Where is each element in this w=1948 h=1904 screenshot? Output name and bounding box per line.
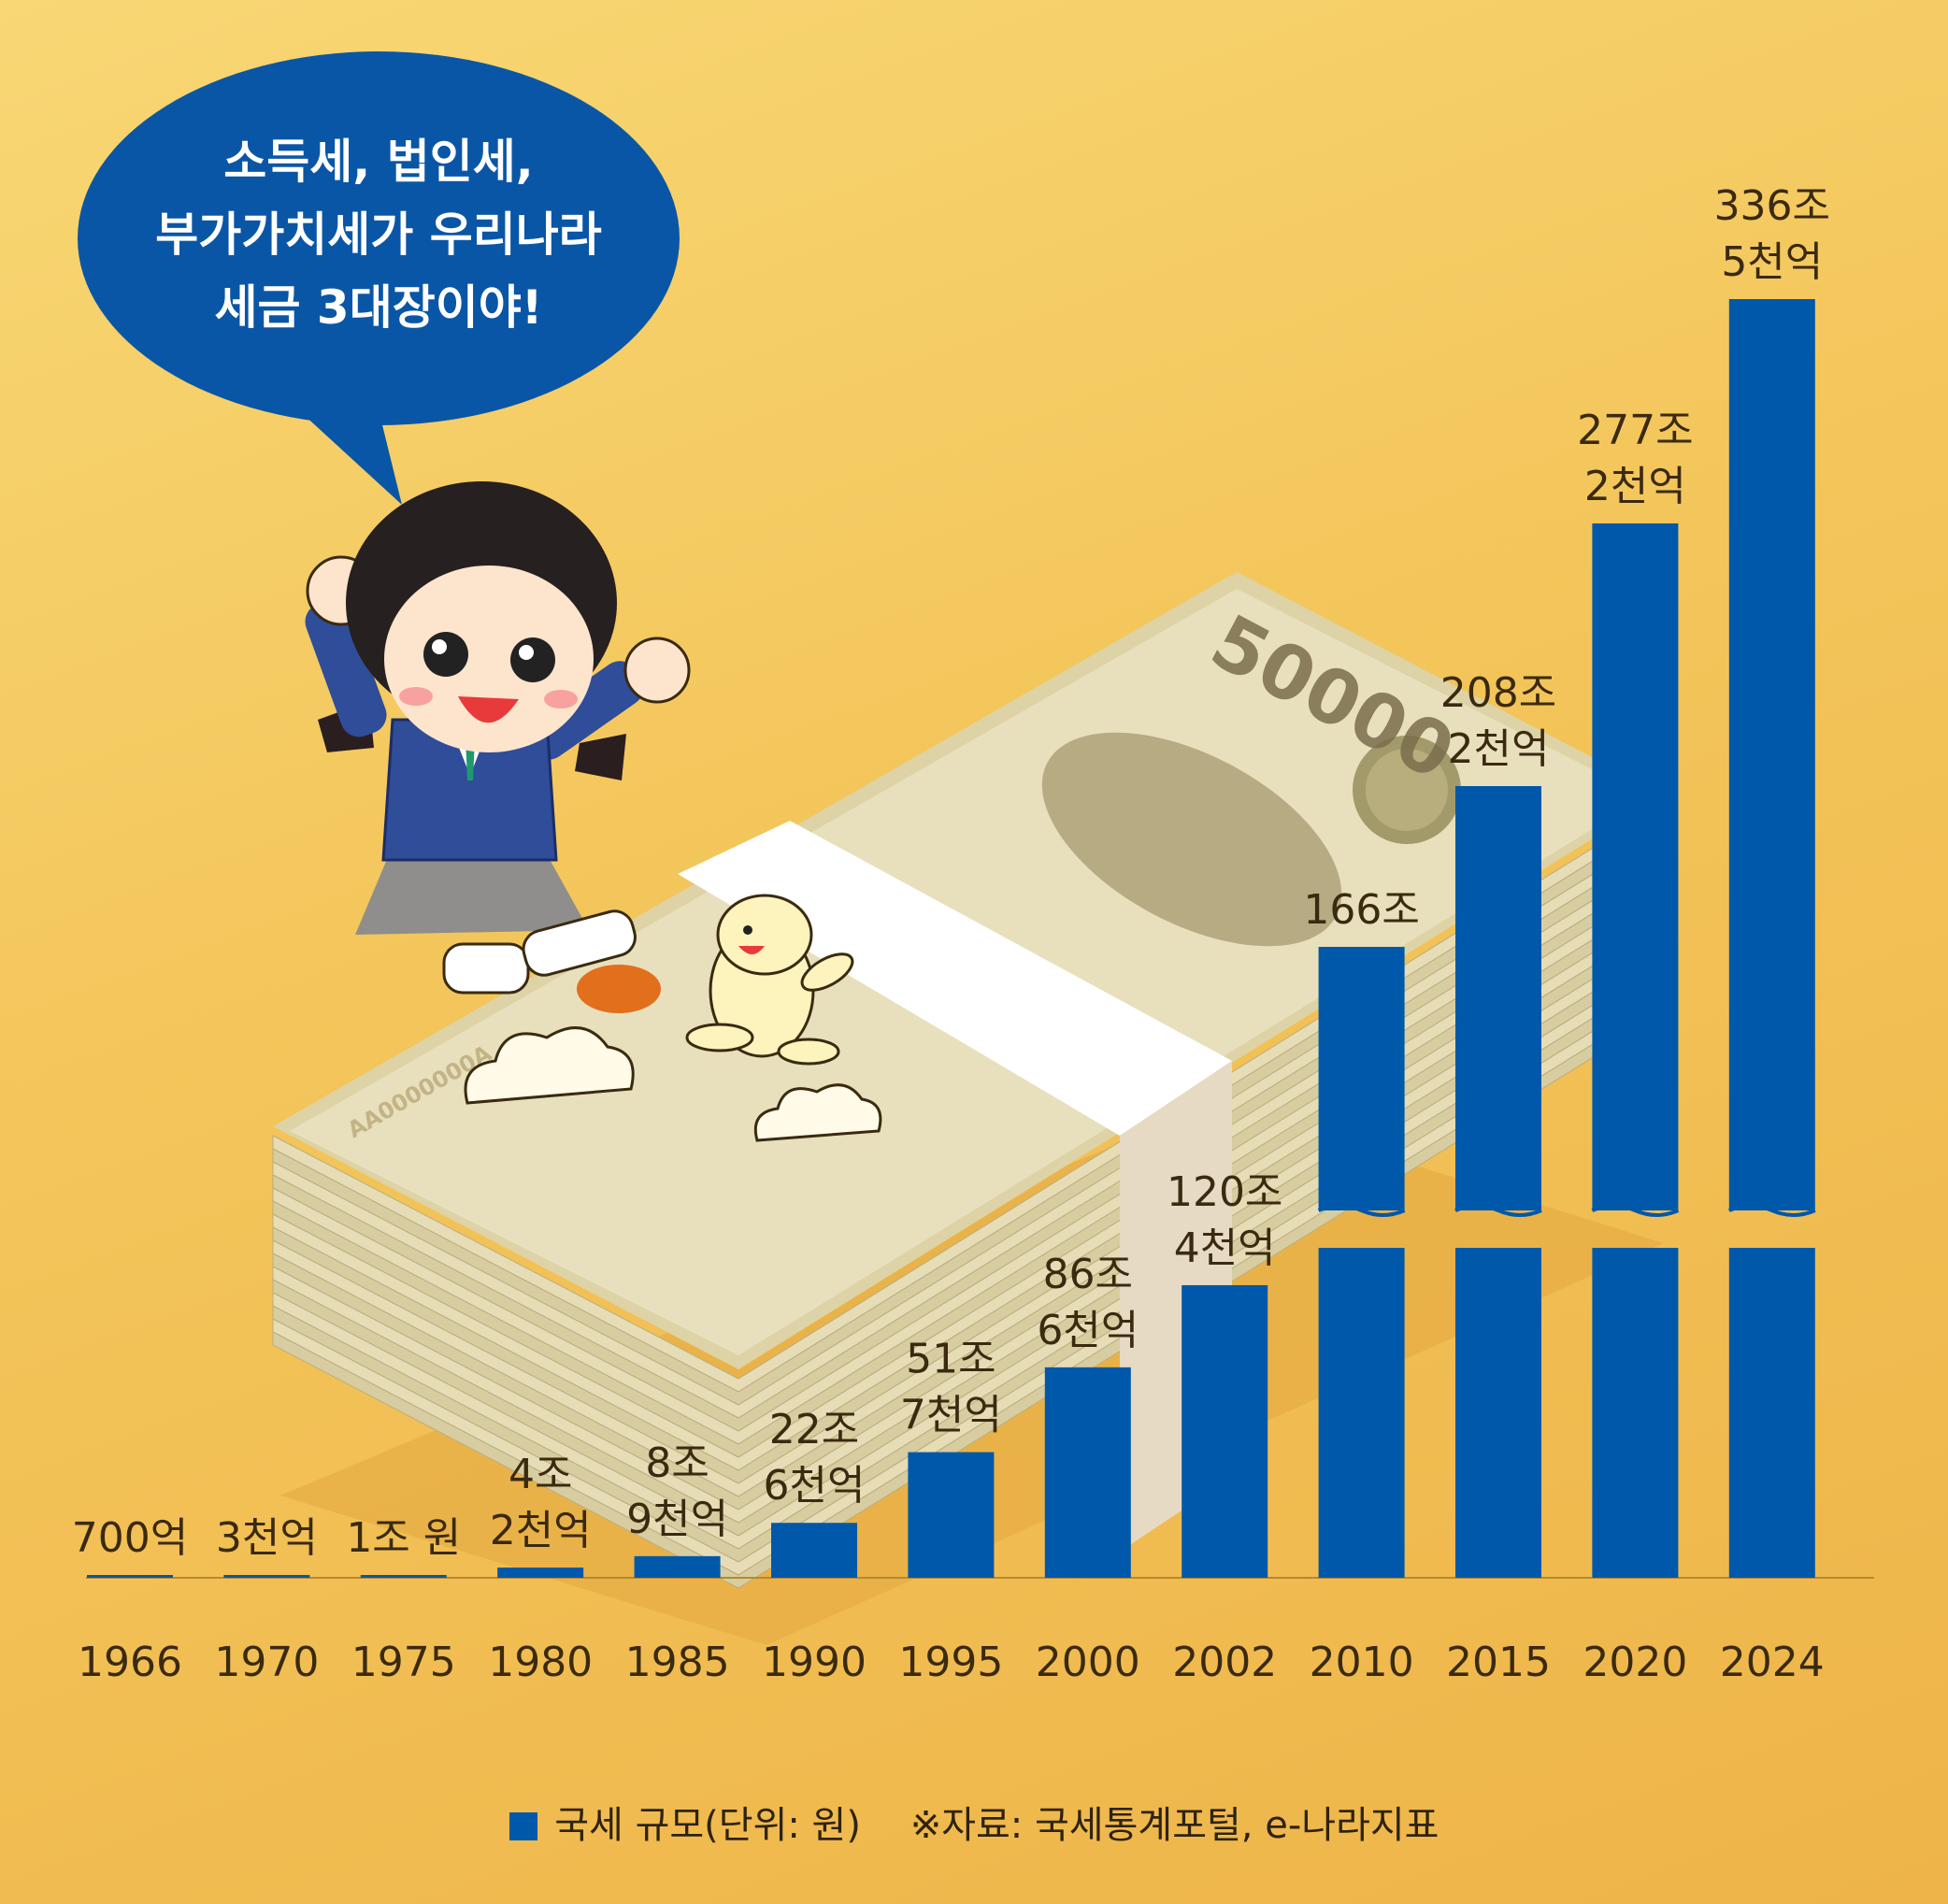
value-label-1995-line-2: 7천억	[900, 1392, 1002, 1439]
value-label-2002-line-1: 120조	[1167, 1168, 1282, 1216]
bar-1966	[87, 1575, 173, 1578]
value-label-2002-line-2: 4천억	[1174, 1224, 1276, 1272]
x-tick-2015: 2015	[1446, 1639, 1551, 1686]
x-tick-1975: 1975	[351, 1639, 456, 1686]
bar-2020-lower	[1592, 1248, 1679, 1578]
value-label-2024-line-2: 5천억	[1721, 238, 1823, 286]
student-girl-character-illustration	[305, 481, 882, 1142]
bar-2010-break-mark	[1317, 1204, 1406, 1217]
speech-bubble-line-2: 부가가치세가 우리나라	[155, 208, 601, 262]
source-note: ※자료: 국세통계포털, e-나라지표	[910, 1804, 1440, 1847]
x-tick-1990: 1990	[762, 1639, 867, 1686]
value-label-2024-line-1: 336조	[1714, 182, 1830, 230]
bar-2015-break-mark	[1454, 1204, 1542, 1217]
bar-2002	[1182, 1284, 1268, 1578]
bar-2010-lower	[1318, 1248, 1405, 1578]
value-label-2000-line-1: 86조	[1043, 1251, 1133, 1298]
value-label-1966: 700억	[72, 1514, 188, 1562]
x-tick-1980: 1980	[488, 1639, 593, 1686]
value-label-1990-line-2: 6천억	[764, 1462, 866, 1510]
x-tick-1995: 1995	[898, 1639, 1003, 1686]
bar-2000	[1044, 1367, 1131, 1578]
bar-2010	[1318, 947, 1405, 1210]
bar-1975	[360, 1575, 447, 1578]
value-label-1990-line-1: 22조	[769, 1406, 859, 1453]
legend-label: 국세 규모(단위: 원)	[554, 1804, 861, 1847]
speech-bubble-line-3: 세금 3대장이야!	[215, 280, 543, 335]
value-label-2000-line-2: 6천억	[1037, 1307, 1139, 1354]
bar-2024-lower	[1728, 1248, 1815, 1578]
x-tick-1985: 1985	[625, 1639, 730, 1686]
speech-bubble-line-1: 소득세, 법인세,	[223, 135, 533, 189]
bar-1970	[223, 1575, 310, 1578]
value-label-1980-line-1: 4조	[508, 1451, 572, 1498]
x-tick-2002: 2002	[1172, 1639, 1277, 1686]
legend: 국세 규모(단위: 원) ※자료: 국세통계포털, e-나라지표	[0, 1795, 1948, 1849]
value-label-2015-line-1: 208조	[1440, 669, 1556, 717]
x-tick-2000: 2000	[1036, 1639, 1140, 1686]
value-label-1985-line-2: 9천억	[626, 1496, 728, 1543]
bar-1980	[497, 1568, 584, 1578]
x-tick-1970: 1970	[214, 1639, 319, 1686]
value-label-2020-line-2: 2천억	[1584, 463, 1686, 510]
x-tick-2024: 2024	[1720, 1639, 1825, 1686]
bar-2015-lower	[1455, 1248, 1541, 1578]
bar-1985	[634, 1555, 721, 1578]
bar-2024	[1728, 299, 1815, 1210]
x-tick-1966: 1966	[78, 1639, 182, 1686]
bar-1995	[908, 1452, 995, 1578]
bar-1990	[771, 1523, 857, 1578]
value-label-2020-line-1: 277조	[1577, 407, 1693, 454]
bear-mascot-illustration	[685, 894, 854, 1066]
value-label-1995-line-1: 51조	[906, 1336, 995, 1383]
speech-bubble: 소득세, 법인세, 부가가치세가 우리나라 세금 3대장이야!	[78, 51, 680, 505]
bar-2024-break-mark	[1728, 1204, 1816, 1217]
value-label-2010: 166조	[1303, 886, 1419, 934]
bar-2020	[1592, 523, 1679, 1210]
legend-swatch	[508, 1812, 537, 1840]
x-tick-2020: 2020	[1583, 1639, 1687, 1686]
value-label-1985-line-1: 8조	[645, 1439, 709, 1487]
value-label-1975: 1조 원	[346, 1514, 461, 1562]
bar-2015	[1455, 786, 1541, 1210]
bar-2020-break-mark	[1591, 1204, 1680, 1217]
value-label-2015-line-2: 2천억	[1448, 725, 1550, 773]
value-label-1980-line-2: 2천억	[490, 1507, 592, 1554]
x-tick-2010: 2010	[1310, 1639, 1414, 1686]
value-label-1970: 3천억	[216, 1514, 318, 1562]
